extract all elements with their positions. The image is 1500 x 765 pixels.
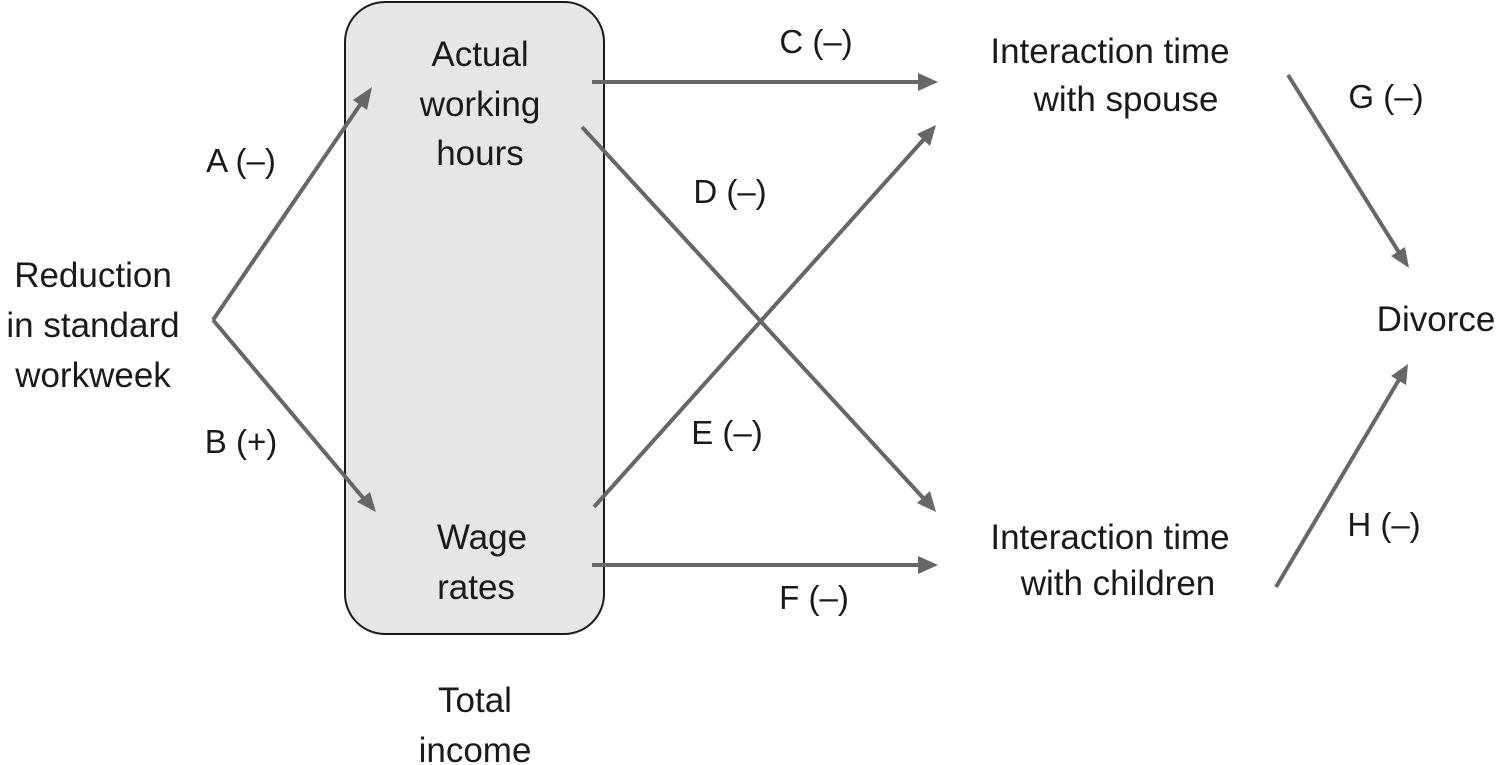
- arrowhead-h: [1391, 364, 1408, 385]
- node-hours-line-3: hours: [436, 134, 524, 173]
- arrow-b: [211, 318, 366, 501]
- total-income-box: [344, 1, 605, 635]
- arrowhead-d: [917, 491, 936, 512]
- node-wage-rates: Wage rates: [437, 518, 527, 607]
- node-spouse-line-2: with spouse: [1033, 80, 1219, 119]
- edge-label-b: B (+): [205, 423, 277, 460]
- node-spouse-line-1: Interaction time: [990, 32, 1229, 71]
- edge-label-e: E (–): [691, 414, 763, 451]
- node-reduction-line-3: workweek: [14, 356, 171, 395]
- arrowhead-f: [918, 556, 938, 574]
- arrow-a: [211, 100, 364, 322]
- node-spouse: Interaction time with spouse: [990, 32, 1229, 119]
- node-hours-line-2: working: [419, 85, 541, 124]
- node-divorce-label: Divorce: [1377, 300, 1496, 339]
- arrows: [211, 73, 1409, 589]
- arrowhead-a: [353, 87, 372, 110]
- arrow-g: [1286, 73, 1402, 256]
- arrow-d: [580, 125, 927, 502]
- arrowhead-c: [918, 73, 938, 91]
- node-hours-line-1: Actual: [431, 35, 528, 74]
- node-actual-working-hours: Actual working hours: [419, 35, 541, 173]
- edge-label-h: H (–): [1347, 506, 1420, 543]
- arrow-e: [592, 136, 927, 509]
- node-wages-line-2: rates: [437, 568, 515, 607]
- arrowhead-g: [1391, 247, 1409, 268]
- arrow-h: [1274, 376, 1402, 589]
- edge-label-d: D (–): [693, 173, 766, 210]
- edge-label-c: C (–): [779, 23, 852, 60]
- arrowhead-b: [357, 492, 376, 512]
- node-children-line-2: with children: [1020, 564, 1216, 603]
- node-reduction: Reduction in standard workweek: [6, 256, 179, 395]
- edge-label-g: G (–): [1348, 78, 1423, 115]
- node-total-income-line-1: Total: [438, 681, 512, 720]
- edge-label-a: A (–): [206, 142, 276, 179]
- arrowhead-e: [917, 125, 936, 146]
- node-divorce: Divorce: [1377, 300, 1496, 339]
- node-children-line-1: Interaction time: [990, 518, 1229, 557]
- edge-label-f: F (–): [779, 579, 849, 616]
- node-total-income-line-2: income: [419, 731, 532, 765]
- node-reduction-line-2: in standard: [6, 306, 179, 345]
- node-children: Interaction time with children: [990, 518, 1229, 603]
- node-reduction-line-1: Reduction: [14, 256, 172, 295]
- node-total-income: Total income: [419, 681, 532, 765]
- edge-labels: A (–) B (+) C (–) D (–) E (–) F (–) G (–…: [205, 23, 1424, 616]
- node-wages-line-1: Wage: [437, 518, 527, 557]
